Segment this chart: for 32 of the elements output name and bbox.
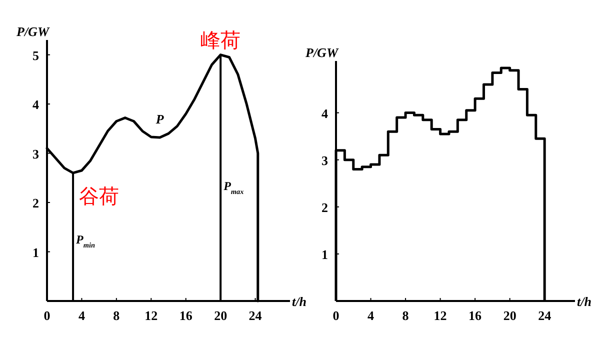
x-tick-label: 12 [144, 308, 158, 323]
x-tick-label: 4 [78, 308, 86, 323]
x-tick-label: 0 [44, 308, 50, 323]
y-axis-title: P/GW [16, 24, 50, 39]
x-tick-label: 24 [538, 308, 552, 323]
x-tick-label: 16 [179, 308, 193, 323]
annotation: 谷荷 [79, 184, 120, 208]
x-tick-label: 16 [468, 308, 482, 323]
x-axis-title: t/h [577, 294, 592, 309]
y-tick-label: 4 [322, 106, 328, 121]
x-tick-label: 24 [248, 308, 262, 323]
y-tick-label: 5 [32, 48, 40, 63]
x-tick-label: 20 [214, 308, 228, 323]
y-tick-label: 4 [32, 97, 40, 112]
x-axis-title: t/h [292, 294, 306, 309]
y-tick-label: 1 [322, 246, 328, 262]
x-tick-label: 8 [113, 308, 120, 323]
annotation: 峰荷 [200, 28, 241, 52]
ref-line-label: P$_{min}$ [76, 232, 95, 250]
y-tick-label: 2 [322, 200, 328, 215]
x-tick-label: 8 [402, 308, 410, 323]
y-tick-label: 3 [32, 146, 40, 162]
y-tick-label: 1 [32, 244, 39, 260]
x-tick-label: 0 [332, 308, 340, 323]
x-tick-label: 4 [368, 308, 375, 323]
y-axis-title: P/GW [306, 45, 340, 60]
ref-line-label: P$_{max}$ [224, 179, 244, 196]
series-label: P [156, 112, 165, 127]
x-tick-label: 20 [503, 308, 516, 323]
y-tick-label: 2 [32, 196, 39, 211]
y-tick-label: 3 [322, 152, 328, 168]
x-tick-label: 12 [434, 308, 447, 323]
